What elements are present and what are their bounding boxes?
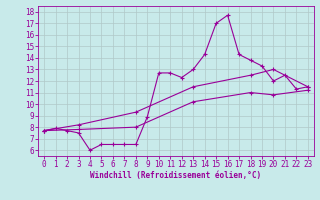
X-axis label: Windchill (Refroidissement éolien,°C): Windchill (Refroidissement éolien,°C): [91, 171, 261, 180]
